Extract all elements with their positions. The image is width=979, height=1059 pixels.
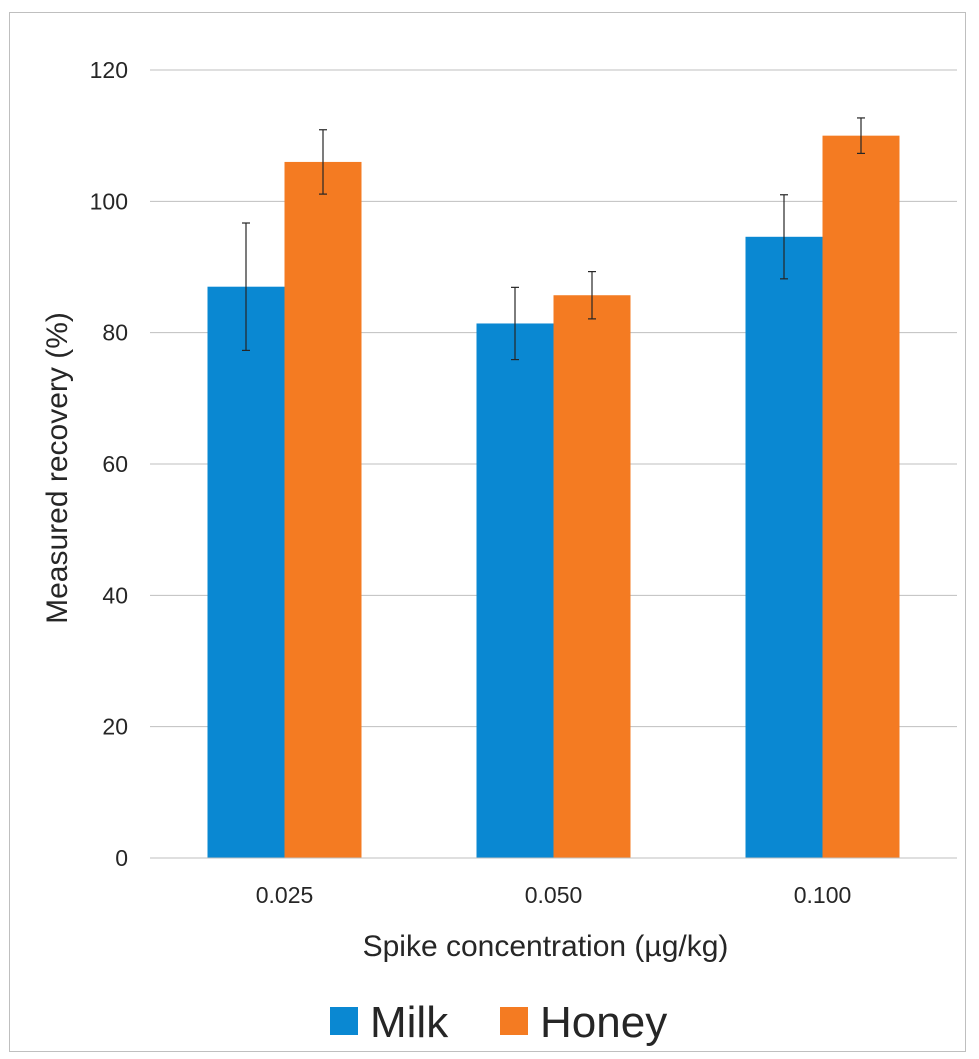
y-tick-label: 20 [102, 714, 128, 740]
legend-label-milk: Milk [370, 998, 449, 1047]
x-tick-label: 0.025 [256, 882, 314, 908]
bar-honey [822, 135, 900, 858]
y-axis-title: Measured recovery (%) [41, 312, 74, 624]
bars [207, 135, 900, 858]
y-tick-label: 80 [102, 320, 128, 346]
y-tick-label: 120 [90, 57, 128, 83]
y-tick-label: 40 [102, 582, 128, 608]
y-tick-label: 100 [90, 188, 128, 214]
x-axis-title: Spike concentration (µg/kg) [363, 930, 729, 963]
bar-milk [476, 323, 554, 858]
x-tick-label: 0.050 [525, 882, 583, 908]
bar-honey [284, 161, 362, 858]
legend-swatch-honey [500, 1007, 528, 1035]
y-tick-label: 60 [102, 451, 128, 477]
bar-milk [207, 286, 285, 858]
x-tick-label: 0.100 [794, 882, 852, 908]
x-tick-labels: 0.025 0.050 0.100 [256, 882, 852, 908]
y-tick-labels: 0 20 40 60 80 100 120 [90, 57, 128, 871]
legend-label-honey: Honey [540, 998, 667, 1047]
error-bars [242, 117, 865, 361]
bar-milk [745, 236, 823, 858]
legend: Milk Honey [330, 998, 667, 1047]
y-tick-label: 0 [115, 845, 128, 871]
bar-honey [553, 295, 631, 858]
legend-swatch-milk [330, 1007, 358, 1035]
